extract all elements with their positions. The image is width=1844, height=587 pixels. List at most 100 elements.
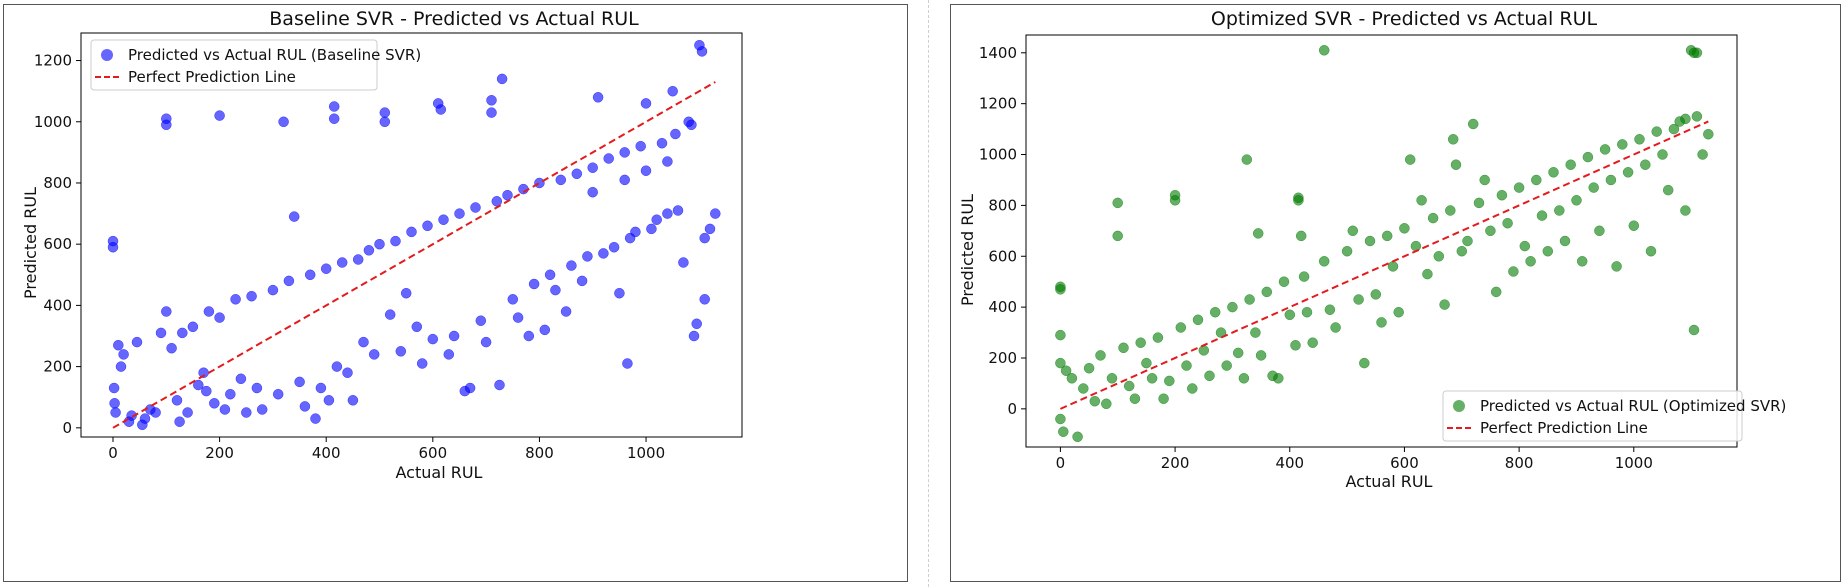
data-point [1588, 182, 1599, 193]
data-point [494, 379, 505, 391]
data-point [582, 251, 593, 262]
data-point [1273, 373, 1284, 384]
data-point [1227, 301, 1238, 313]
data-point [310, 413, 321, 424]
data-point [1055, 357, 1066, 369]
data-point [304, 269, 316, 281]
data-point [630, 226, 641, 238]
data-point [1364, 235, 1376, 247]
data-point [1387, 261, 1399, 272]
data-point [230, 294, 241, 305]
data-point [1599, 144, 1611, 155]
x-tick-label: 800 [1505, 454, 1534, 472]
data-point [1181, 360, 1192, 371]
data-point [1089, 395, 1101, 407]
data-point [251, 382, 263, 394]
data-point [571, 168, 583, 180]
data-point [368, 349, 380, 360]
data-point [193, 379, 204, 391]
data-point [1215, 327, 1227, 338]
data-point [1175, 322, 1187, 333]
data-point [374, 238, 385, 250]
legend: Predicted vs Actual RUL (Optimized SVR) … [1442, 390, 1786, 442]
data-point [539, 324, 551, 336]
y-tick-label: 600 [43, 235, 72, 253]
data-point [662, 208, 673, 219]
data-point [704, 223, 716, 235]
data-point [225, 388, 236, 400]
data-point [1582, 151, 1594, 163]
data-point [560, 306, 572, 317]
data-point [1691, 111, 1703, 122]
data-point [678, 257, 689, 268]
data-point [1381, 230, 1393, 242]
data-point [328, 101, 340, 112]
data-point [174, 416, 185, 427]
data-point [686, 119, 697, 131]
data-point [544, 269, 556, 281]
data-point [696, 46, 708, 57]
data-point [1525, 256, 1536, 267]
data-point [523, 330, 535, 342]
x-tick-label: 600 [1390, 454, 1419, 472]
data-point [1680, 205, 1691, 216]
data-point [640, 165, 652, 176]
data-point [1467, 118, 1479, 130]
y-tick-label: 1000 [979, 146, 1017, 164]
data-point [1112, 230, 1123, 242]
data-point [1330, 322, 1341, 333]
data-point [1359, 357, 1370, 369]
legend: Predicted vs Actual RUL (Baseline SVR) P… [90, 39, 421, 91]
y-tick-label: 0 [62, 419, 72, 437]
data-point [1347, 225, 1359, 237]
data-point [1485, 225, 1496, 237]
data-point [598, 248, 609, 259]
scatter-series [1055, 45, 1714, 443]
data-point [486, 107, 497, 118]
data-point [1301, 306, 1313, 318]
data-point [480, 336, 492, 348]
x-tick-label: 1000 [627, 444, 665, 462]
panel-divider [928, 0, 929, 587]
data-point [1628, 220, 1640, 231]
data-point [219, 404, 231, 415]
data-point [1688, 324, 1700, 336]
data-point [1307, 337, 1318, 348]
y-tick-label: 1200 [34, 52, 72, 70]
data-point [1146, 373, 1158, 384]
data-point [1209, 306, 1221, 318]
data-point [1095, 350, 1106, 361]
data-point [576, 275, 588, 287]
y-tick-label: 200 [43, 358, 72, 376]
x-tick-label: 200 [205, 444, 234, 462]
data-point [688, 330, 700, 342]
data-point [502, 189, 513, 201]
y-axis-label: Predicted RUL [958, 194, 977, 306]
data-point [1055, 329, 1066, 341]
data-point [1261, 286, 1273, 298]
data-point [550, 284, 561, 296]
data-point [272, 388, 284, 400]
data-point [1164, 375, 1175, 387]
data-point [1496, 189, 1508, 201]
perfect-prediction-line [112, 81, 716, 429]
data-point [534, 177, 545, 189]
data-point [1324, 304, 1336, 315]
data-point [1252, 228, 1264, 239]
data-point [347, 395, 359, 406]
y-tick-label: 1000 [34, 113, 72, 131]
data-point [470, 202, 481, 213]
data-point [1255, 350, 1267, 361]
scatter-series [107, 39, 721, 431]
data-point [464, 382, 476, 394]
data-point [656, 137, 668, 149]
data-point [400, 287, 412, 299]
data-point [670, 128, 681, 140]
data-point [1565, 159, 1576, 170]
data-point [1135, 337, 1146, 348]
data-point [1066, 373, 1078, 384]
data-point [294, 376, 305, 388]
y-tick-label: 1200 [979, 95, 1017, 113]
data-point [1404, 154, 1416, 165]
y-tick-label: 400 [43, 296, 72, 314]
